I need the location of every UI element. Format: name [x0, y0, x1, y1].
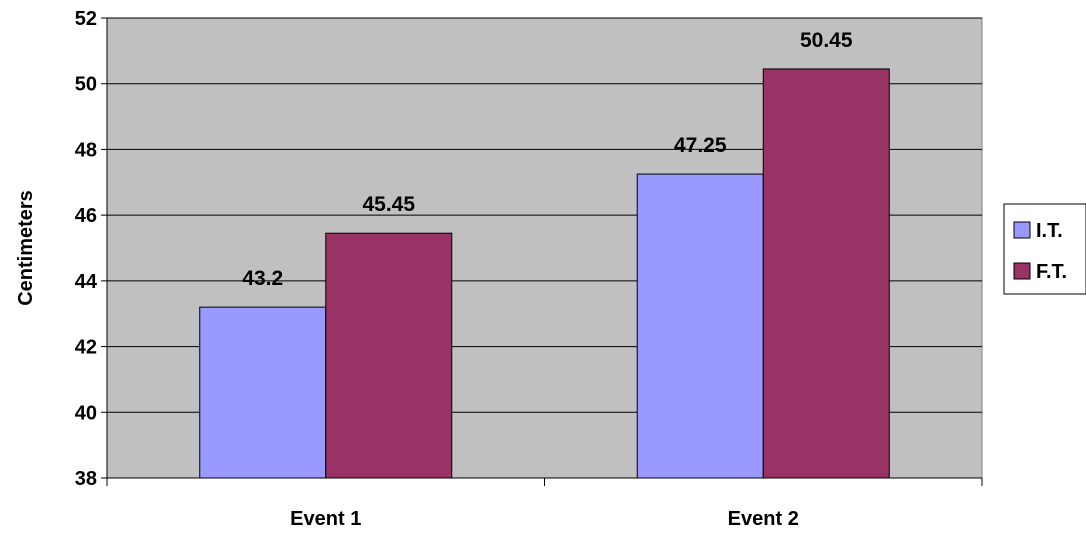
y-tick-label: 50 — [75, 74, 97, 96]
bar-it-2 — [636, 173, 764, 479]
bar-ft-1 — [325, 232, 453, 479]
axes: 38 40 42 44 46 48 50 52 Event 1 Event 2 — [75, 8, 983, 530]
legend-label: F.T. — [1036, 261, 1067, 283]
bars — [199, 68, 890, 479]
legend: I.T. F.T. — [1003, 203, 1086, 295]
y-tick-label: 38 — [75, 468, 97, 490]
data-label: 50.45 — [800, 29, 853, 52]
y-tick-label: 46 — [75, 205, 97, 227]
y-tick-label: 40 — [75, 402, 97, 424]
legend-swatch — [1013, 221, 1031, 239]
data-label: 45.45 — [362, 193, 415, 216]
y-axis-title: Centimeters — [15, 190, 37, 306]
data-labels: 43.2 45.45 47.25 50.45 — [242, 29, 853, 290]
bar-it-1 — [199, 306, 327, 479]
data-label: 43.2 — [242, 267, 283, 290]
y-tick-label: 44 — [75, 271, 98, 293]
x-category-label: Event 1 — [290, 508, 361, 530]
y-tick-label: 48 — [75, 139, 97, 161]
legend-label: I.T. — [1036, 220, 1063, 242]
legend-swatch — [1013, 262, 1031, 280]
bar-ft-2 — [762, 68, 890, 479]
y-tick-label: 52 — [75, 8, 97, 30]
x-category-label: Event 2 — [728, 508, 799, 530]
y-tick-label: 42 — [75, 337, 97, 359]
data-label: 47.25 — [674, 134, 727, 157]
